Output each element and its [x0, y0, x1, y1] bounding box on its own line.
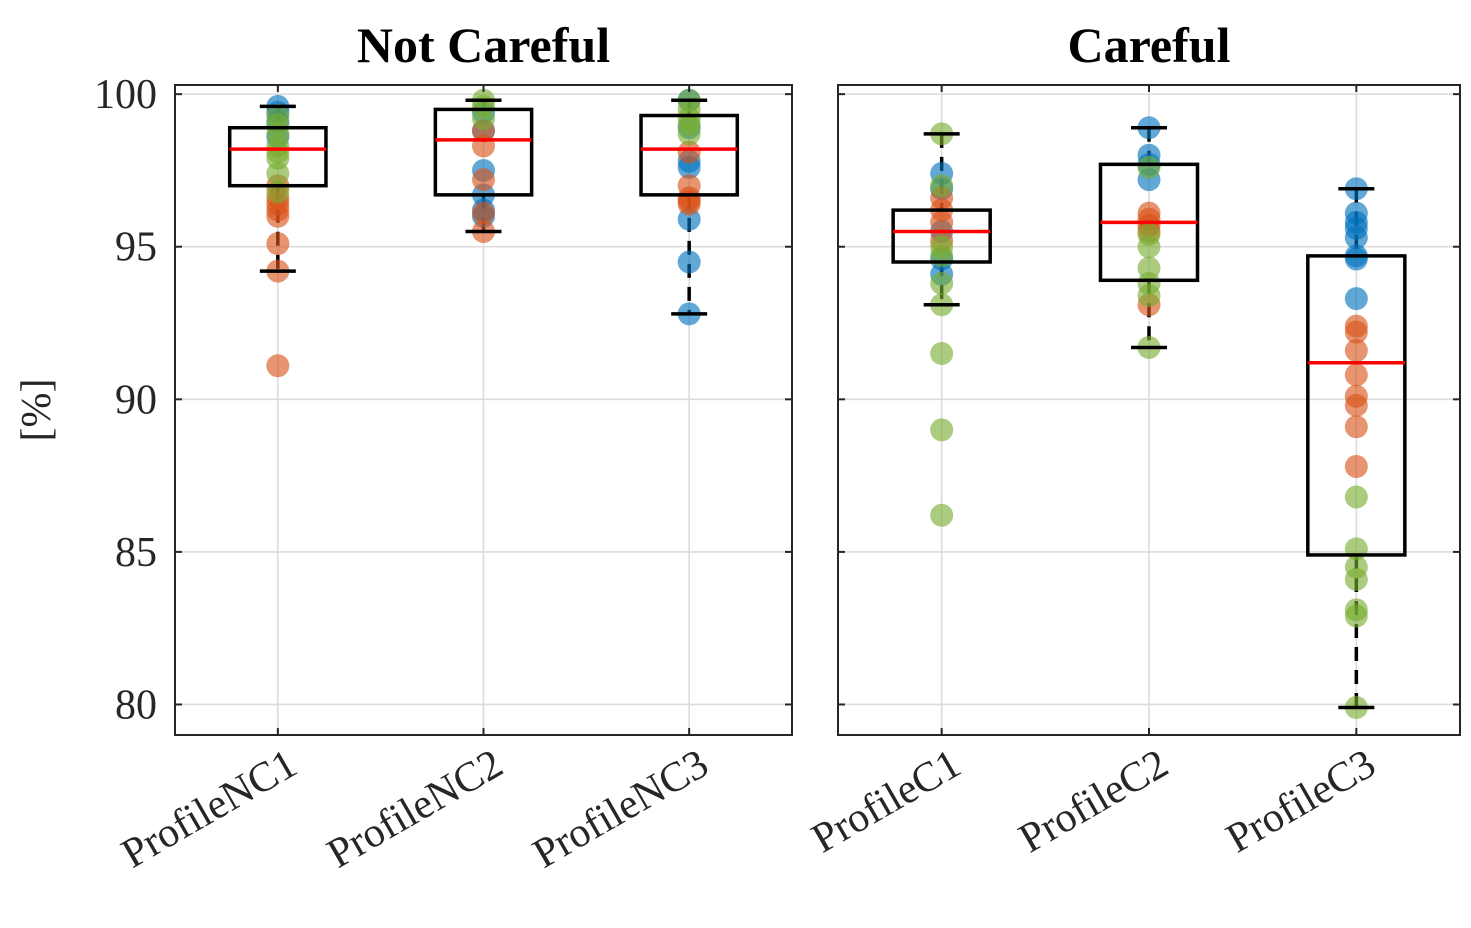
panel-not-careful: 80 85 90 95 100 ProfileNC1 ProfileNC2 ProfileNC… — [94, 17, 793, 878]
data-point-orange — [1344, 363, 1368, 387]
data-point-green — [1137, 155, 1161, 179]
data-point-green — [1344, 567, 1368, 591]
data-point-green — [1344, 604, 1368, 628]
data-point-orange — [1344, 454, 1368, 478]
data-point-orange — [1344, 415, 1368, 439]
data-point-orange — [472, 201, 495, 225]
panel-careful: ProfileC1 ProfileC2 ProfileC3 Careful — [804, 17, 1461, 863]
data-point-green — [472, 107, 495, 131]
box-iqr — [639, 113, 740, 197]
data-point-blue — [1344, 247, 1368, 271]
box-iqr — [891, 208, 992, 264]
data-point-green — [266, 180, 290, 204]
x-tick-label: ProfileNC1 — [114, 741, 305, 878]
data-point-green — [930, 271, 954, 295]
data-point-orange — [266, 204, 290, 228]
data-point-green — [930, 342, 954, 366]
data-point-green — [266, 161, 290, 185]
data-point-orange — [677, 192, 701, 216]
data-point-green — [930, 503, 954, 527]
data-point-orange — [1344, 393, 1368, 417]
data-point-green — [930, 174, 954, 198]
data-point-blue — [1344, 226, 1368, 250]
x-tick-label: ProfileNC2 — [320, 741, 511, 878]
x-tick-label: ProfileC3 — [1219, 741, 1383, 863]
data-point-green — [1137, 235, 1161, 259]
data-point-orange — [472, 134, 495, 158]
data-point-green — [1137, 284, 1161, 308]
data-point-orange — [1344, 338, 1368, 362]
data-point-orange — [930, 210, 954, 234]
x-tick-label: ProfileC1 — [804, 741, 968, 863]
chart-title: Not Careful — [357, 17, 610, 73]
chart-title: Careful — [1068, 17, 1231, 73]
data-point-blue — [1344, 287, 1368, 311]
box-iqr — [433, 107, 534, 197]
data-point-green — [930, 418, 954, 442]
x-tick-label: ProfileNC3 — [525, 741, 716, 878]
data-point-orange — [472, 168, 495, 192]
y-tick-label: 95 — [115, 225, 157, 271]
y-tick-label: 90 — [115, 377, 157, 423]
data-point-green — [1344, 485, 1368, 509]
data-point-green — [677, 122, 701, 146]
data-point-orange — [677, 140, 701, 164]
data-point-orange — [266, 354, 290, 378]
x-tick-label: ProfileC2 — [1012, 741, 1176, 863]
data-point-blue — [677, 250, 701, 274]
box-iqr — [227, 125, 328, 188]
y-axis-label: [%] — [14, 379, 60, 442]
data-point-orange — [1344, 320, 1368, 344]
y-tick-label: 85 — [115, 530, 157, 576]
y-tick-label: 80 — [115, 682, 157, 728]
box-iqr — [1306, 254, 1407, 557]
data-point-green — [930, 244, 954, 268]
y-tick-label: 100 — [94, 72, 157, 118]
data-point-orange — [266, 232, 290, 256]
